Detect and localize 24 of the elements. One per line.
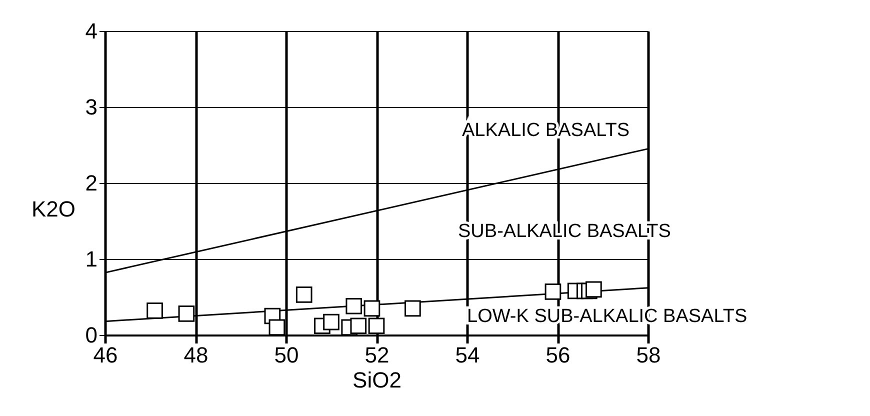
y-tick-label: 2: [85, 170, 98, 196]
point: [178, 306, 195, 322]
x-tick-label: 58: [636, 342, 661, 368]
point: [268, 319, 286, 336]
point: [346, 298, 362, 314]
x-tick-label: 56: [546, 342, 570, 368]
x-axis-title: SiO2: [352, 368, 402, 392]
point: [368, 318, 385, 334]
point: [146, 302, 163, 319]
y-tick-label: 3: [85, 94, 98, 120]
x-tick-label: 54: [455, 342, 480, 368]
point: [323, 314, 340, 330]
x-tick-label: 50: [274, 342, 299, 368]
x-tick-label: 52: [364, 342, 390, 368]
y-tick-label: 1: [85, 246, 98, 272]
point: [364, 300, 380, 317]
y-tick-label: 4: [85, 18, 98, 44]
y-axis-title: K2O: [31, 196, 76, 222]
x-tick-label: 48: [184, 342, 208, 368]
point: [404, 300, 421, 317]
point: [296, 286, 312, 303]
point: [544, 284, 562, 300]
point: [586, 281, 602, 298]
point: [350, 318, 367, 334]
